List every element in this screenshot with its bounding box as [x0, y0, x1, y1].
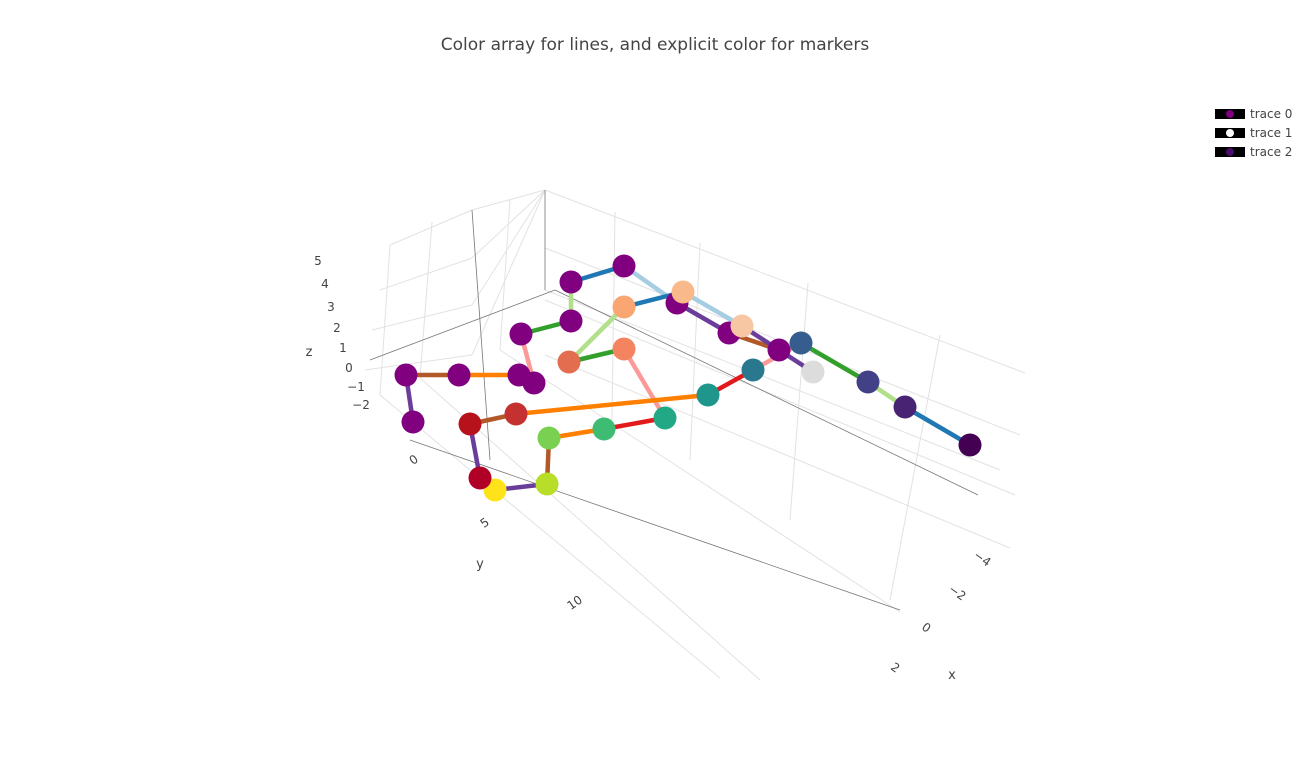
grid-lines [364, 189, 1026, 681]
trace-marker[interactable] [504, 402, 528, 426]
z-tick-label: 4 [321, 277, 329, 291]
trace-marker[interactable] [559, 270, 583, 294]
trace-marker[interactable] [401, 410, 425, 434]
grid-line [471, 189, 546, 356]
legend-item[interactable]: trace 0 [1215, 107, 1292, 121]
z-tick-label: 0 [345, 361, 353, 375]
x-axis-label: x [948, 668, 956, 683]
z-tick-label: −2 [352, 398, 370, 412]
trace-marker[interactable] [557, 350, 581, 374]
trace-markers [394, 254, 982, 502]
trace-marker[interactable] [893, 395, 917, 419]
grid-line [371, 304, 473, 331]
grid-line [499, 199, 511, 351]
trace-marker[interactable] [789, 331, 813, 355]
trace-marker[interactable] [958, 433, 982, 457]
trace-marker[interactable] [522, 371, 546, 395]
axis-line [409, 439, 901, 611]
z-axis-label: z [306, 345, 313, 360]
trace-marker[interactable] [559, 309, 583, 333]
trace-marker[interactable] [856, 370, 880, 394]
legend-marker-icon [1226, 129, 1234, 137]
grid-line [471, 189, 546, 211]
legend-item[interactable]: trace 1 [1215, 126, 1292, 140]
legend-marker-icon [1226, 110, 1234, 118]
trace-line-segment [798, 340, 871, 385]
y-axis-label: y [476, 557, 484, 572]
x-tick-label: 2 [888, 660, 902, 676]
x-tick-label: 0 [919, 620, 933, 636]
x-tick-label: −4 [971, 548, 994, 570]
grid-line [544, 289, 1001, 471]
z-tick-label: −1 [347, 380, 365, 394]
y-tick-label: 10 [564, 593, 585, 613]
trace-marker[interactable] [394, 363, 418, 387]
trace-marker[interactable] [612, 337, 636, 361]
legend-label: trace 1 [1250, 126, 1292, 140]
trace-marker[interactable] [653, 406, 677, 430]
grid-line [689, 242, 701, 461]
trace-marker[interactable] [509, 322, 533, 346]
trace-marker[interactable] [696, 383, 720, 407]
trace-marker[interactable] [458, 412, 482, 436]
grid-line [499, 349, 901, 613]
trace-line-segment [902, 404, 973, 448]
trace-marker[interactable] [612, 254, 636, 278]
z-tick-label: 1 [339, 341, 347, 355]
y-tick-label: 5 [478, 515, 492, 531]
x-tick-label: −2 [946, 582, 969, 604]
grid-line [471, 189, 546, 306]
legend[interactable]: trace 0 trace 1 trace 2 [1215, 107, 1292, 159]
chart-title: Color array for lines, and explicit colo… [441, 35, 870, 55]
legend-item[interactable]: trace 2 [1215, 145, 1292, 159]
trace-marker[interactable] [730, 314, 754, 338]
grid-line [379, 257, 473, 291]
grid-line [889, 334, 941, 601]
trace-marker[interactable] [535, 472, 559, 496]
grid-line [364, 354, 473, 371]
trace-marker[interactable] [671, 280, 695, 304]
trace-marker[interactable] [612, 295, 636, 319]
trace-marker[interactable] [537, 426, 561, 450]
trace-marker[interactable] [741, 358, 765, 382]
grid-line [544, 354, 1011, 549]
trace-line-segment [621, 346, 668, 421]
grid-line [544, 299, 1016, 496]
trace-marker[interactable] [767, 338, 791, 362]
legend-label: trace 0 [1250, 107, 1292, 121]
grid-line [389, 209, 473, 246]
grid-line [789, 282, 809, 521]
trace-marker[interactable] [447, 363, 471, 387]
trace-marker[interactable] [592, 417, 616, 441]
grid-line [419, 221, 433, 379]
axis-line [369, 289, 556, 361]
grid-line [379, 394, 721, 679]
trace-marker[interactable] [468, 466, 492, 490]
trace-line-segment [513, 392, 711, 417]
legend-label: trace 2 [1250, 145, 1292, 159]
z-tick-label: 2 [333, 321, 341, 335]
legend-marker-icon [1226, 148, 1234, 156]
grid-line [379, 244, 391, 396]
trace-line-segment [566, 304, 627, 365]
y-tick-label: 0 [407, 452, 421, 468]
grid-line [544, 189, 1026, 374]
z-tick-label: 5 [314, 254, 322, 268]
trace-marker[interactable] [801, 360, 825, 384]
axis-line [554, 289, 979, 496]
z-tick-label: 3 [327, 300, 335, 314]
